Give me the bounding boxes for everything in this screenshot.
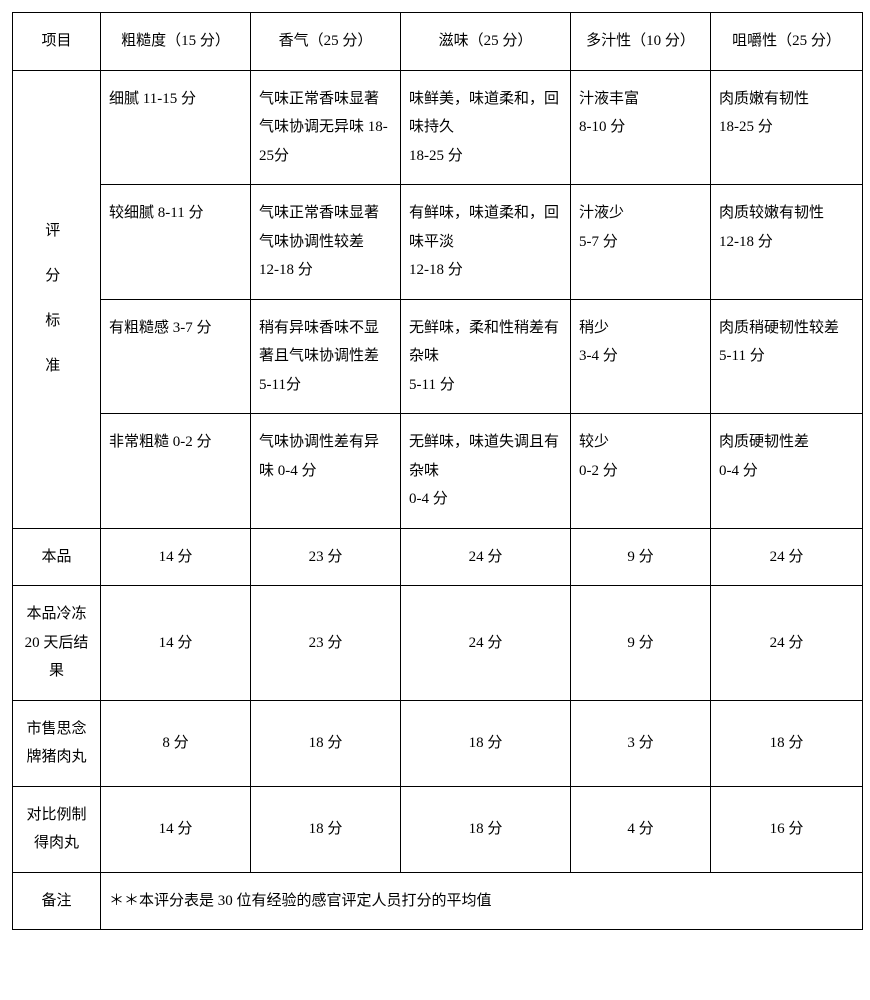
criteria-cell: 稍少3-4 分 <box>571 299 711 414</box>
criteria-cell: 肉质硬韧性差0-4 分 <box>711 414 863 529</box>
score-cell: 24 分 <box>711 528 863 586</box>
criteria-cell: 汁液丰富8-10 分 <box>571 70 711 185</box>
result-label: 本品冷冻 20 天后结果 <box>13 586 101 701</box>
note-label: 备注 <box>13 872 101 930</box>
result-row: 对比例制得肉丸 14 分 18 分 18 分 4 分 16 分 <box>13 786 863 872</box>
criteria-cell: 非常粗糙 0-2 分 <box>101 414 251 529</box>
criteria-row: 有粗糙感 3-7 分 稍有异味香味不显著且气味协调性差 5-11分 无鲜味，柔和… <box>13 299 863 414</box>
criteria-cell: 较少0-2 分 <box>571 414 711 529</box>
table-header-row: 项目 粗糙度（15 分） 香气（25 分） 滋味（25 分） 多汁性（10 分）… <box>13 13 863 71</box>
score-cell: 23 分 <box>251 528 401 586</box>
score-cell: 14 分 <box>101 586 251 701</box>
criteria-cell: 稍有异味香味不显著且气味协调性差 5-11分 <box>251 299 401 414</box>
criteria-cell: 有鲜味，味道柔和，回味平淡12-18 分 <box>401 185 571 300</box>
score-cell: 18 分 <box>401 786 571 872</box>
score-cell: 14 分 <box>101 528 251 586</box>
criteria-cell: 无鲜味，柔和性稍差有杂味5-11 分 <box>401 299 571 414</box>
score-cell: 8 分 <box>101 700 251 786</box>
criteria-cell: 味鲜美，味道柔和，回味持久18-25 分 <box>401 70 571 185</box>
result-label: 本品 <box>13 528 101 586</box>
result-row: 本品 14 分 23 分 24 分 9 分 24 分 <box>13 528 863 586</box>
score-cell: 18 分 <box>401 700 571 786</box>
col-header-taste: 滋味（25 分） <box>401 13 571 71</box>
score-cell: 24 分 <box>401 528 571 586</box>
col-header-item: 项目 <box>13 13 101 71</box>
result-label: 市售思念牌猪肉丸 <box>13 700 101 786</box>
col-header-roughness: 粗糙度（15 分） <box>101 13 251 71</box>
note-text: ＊＊本评分表是 30 位有经验的感官评定人员打分的平均值 <box>101 872 863 930</box>
score-cell: 23 分 <box>251 586 401 701</box>
result-row: 本品冷冻 20 天后结果 14 分 23 分 24 分 9 分 24 分 <box>13 586 863 701</box>
col-header-chewiness: 咀嚼性（25 分） <box>711 13 863 71</box>
criteria-cell: 较细腻 8-11 分 <box>101 185 251 300</box>
result-row: 市售思念牌猪肉丸 8 分 18 分 18 分 3 分 18 分 <box>13 700 863 786</box>
criteria-cell: 肉质稍硬韧性较差5-11 分 <box>711 299 863 414</box>
criteria-row: 非常粗糙 0-2 分 气味协调性差有异味 0-4 分 无鲜味，味道失调且有杂味0… <box>13 414 863 529</box>
score-cell: 16 分 <box>711 786 863 872</box>
criteria-cell: 气味协调性差有异味 0-4 分 <box>251 414 401 529</box>
score-cell: 14 分 <box>101 786 251 872</box>
col-header-juiciness: 多汁性（10 分） <box>571 13 711 71</box>
criteria-cell: 气味正常香味显著气味协调无异味 18-25分 <box>251 70 401 185</box>
score-cell: 9 分 <box>571 586 711 701</box>
score-cell: 24 分 <box>711 586 863 701</box>
criteria-label: 评分标准 <box>13 70 101 528</box>
criteria-cell: 无鲜味，味道失调且有杂味0-4 分 <box>401 414 571 529</box>
result-label: 对比例制得肉丸 <box>13 786 101 872</box>
criteria-label-text: 评分标准 <box>21 209 92 389</box>
score-cell: 18 分 <box>251 786 401 872</box>
criteria-row: 评分标准 细腻 11-15 分 气味正常香味显著气味协调无异味 18-25分 味… <box>13 70 863 185</box>
criteria-cell: 肉质嫩有韧性18-25 分 <box>711 70 863 185</box>
criteria-cell: 有粗糙感 3-7 分 <box>101 299 251 414</box>
score-cell: 24 分 <box>401 586 571 701</box>
score-cell: 4 分 <box>571 786 711 872</box>
score-cell: 18 分 <box>251 700 401 786</box>
score-cell: 9 分 <box>571 528 711 586</box>
note-row: 备注 ＊＊本评分表是 30 位有经验的感官评定人员打分的平均值 <box>13 872 863 930</box>
score-cell: 18 分 <box>711 700 863 786</box>
criteria-row: 较细腻 8-11 分 气味正常香味显著气味协调性较差12-18 分 有鲜味，味道… <box>13 185 863 300</box>
criteria-cell: 肉质较嫩有韧性12-18 分 <box>711 185 863 300</box>
col-header-aroma: 香气（25 分） <box>251 13 401 71</box>
criteria-cell: 汁液少5-7 分 <box>571 185 711 300</box>
score-cell: 3 分 <box>571 700 711 786</box>
criteria-cell: 细腻 11-15 分 <box>101 70 251 185</box>
criteria-cell: 气味正常香味显著气味协调性较差12-18 分 <box>251 185 401 300</box>
evaluation-table: 项目 粗糙度（15 分） 香气（25 分） 滋味（25 分） 多汁性（10 分）… <box>12 12 863 930</box>
